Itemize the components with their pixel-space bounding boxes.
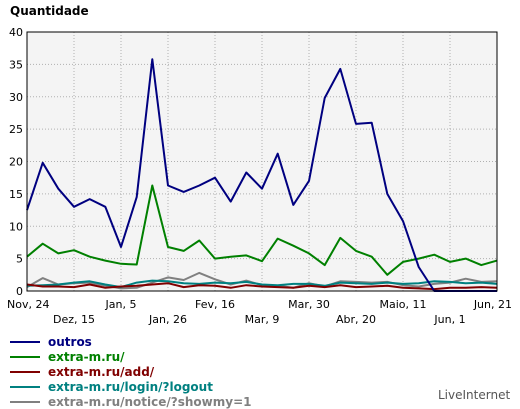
x-tick-label: Nov, 24 [7,298,49,311]
series-line [26,184,498,276]
legend: outros extra-m.ru/extra-m.ru/add/extra-m.… [10,334,252,409]
x-tick-label: Jun, 1 [433,313,465,326]
x-tick-label: Jan, 26 [148,313,187,326]
y-axis-title: Quantidade [10,4,89,18]
legend-label: extra-m.ru/notice/?showmy=1 [48,394,252,409]
legend-label: extra-m.ru/login/?logout [48,379,213,394]
plot-frame [26,31,498,292]
plot-grid [27,32,497,291]
legend-swatch [10,370,40,373]
legend-swatch [10,340,40,343]
x-tick-label: Jun, 21 [473,298,512,311]
series-line [26,58,497,292]
legend-label: outros [48,334,92,349]
x-tick-label: Mar, 30 [288,298,330,311]
y-tick-labels: 0 5 10 15 20 25 30 35 40 [9,26,23,298]
legend-swatch [10,385,40,388]
legend-swatch [10,355,40,358]
brand-label: LiveInternet [438,388,511,402]
y-tick-label: 40 [9,26,23,39]
series-line [26,282,498,291]
x-tick-label: Fev, 16 [195,298,235,311]
legend-label: extra-m.ru/ [48,349,125,364]
y-tick-label: 20 [9,156,23,169]
x-tick-labels: Nov, 24 Jan, 5 Fev, 16 Mar, 30 Maio, 11 Jun, … [7,298,512,326]
y-tick-label: 5 [16,253,23,266]
legend-swatch [10,400,40,403]
x-tick-label: Maio, 11 [379,298,426,311]
legend-item: extra-m.ru/login/?logout [10,379,252,394]
x-tick-label: Mar, 9 [245,313,280,326]
x-tick-label: Jan, 5 [105,298,137,311]
legend-item: outros [10,334,252,349]
y-tick-label: 35 [9,58,23,71]
legend-item: extra-m.ru/add/ [10,364,252,379]
legend-label: extra-m.ru/add/ [48,364,155,379]
y-tick-label: 25 [9,123,23,136]
x-tick-label: Abr, 20 [336,313,376,326]
y-tick-label: 10 [9,220,23,233]
legend-item: extra-m.ru/notice/?showmy=1 [10,394,252,409]
series-group [26,58,498,292]
x-tick-label: Dez, 15 [53,313,95,326]
series-line [26,279,498,289]
legend-item: extra-m.ru/ [10,349,252,364]
y-tick-label: 0 [16,285,23,298]
y-tick-label: 30 [9,91,23,104]
y-tick-label: 15 [9,188,23,201]
